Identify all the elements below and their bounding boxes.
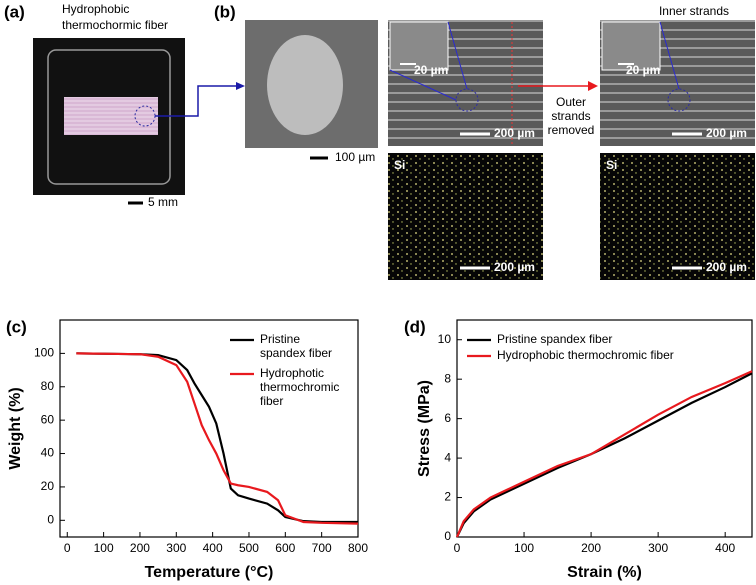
legend-label: Hydrophotic thermochromic fiber xyxy=(260,366,339,408)
x-tick-label: 100 xyxy=(94,541,114,555)
plot-frame xyxy=(59,319,359,538)
y-tick-label: 4 xyxy=(444,450,451,464)
series-line xyxy=(455,370,753,538)
eds-map xyxy=(388,153,543,280)
arrow-text: Outer xyxy=(556,95,586,109)
panel-label: (a) xyxy=(4,2,25,21)
arrow-head xyxy=(236,82,245,90)
y-tick-label: 100 xyxy=(34,346,54,360)
x-tick-label: 500 xyxy=(239,541,259,555)
inset xyxy=(601,21,661,71)
y-tick-label: 0 xyxy=(444,529,451,543)
caption: Hydrophobic xyxy=(62,2,129,16)
zoom-line xyxy=(659,21,680,90)
legend-label: Pristine spandex fiber xyxy=(497,332,612,346)
x-tick-label: 300 xyxy=(166,541,186,555)
scale-text: 200 µm xyxy=(494,260,535,274)
series-line xyxy=(76,352,358,524)
legend-label: Hydrophobic thermochromic fiber xyxy=(497,348,674,362)
x-tick-label: 700 xyxy=(312,541,332,555)
series-line xyxy=(76,352,359,525)
scale-text: 5 mm xyxy=(148,195,178,209)
caption: Inner strands xyxy=(659,4,729,18)
x-tick-label: 400 xyxy=(715,541,735,555)
zoom-line xyxy=(389,69,457,101)
bundle xyxy=(267,35,343,135)
legend-label: Pristine spandex fiber xyxy=(260,332,332,360)
y-tick-label: 60 xyxy=(41,412,55,426)
eds-label: Si xyxy=(394,158,405,172)
x-tick-label: 0 xyxy=(64,541,71,555)
x-tick-label: 400 xyxy=(203,541,223,555)
arrow-head xyxy=(588,81,598,91)
scale-text: 100 µm xyxy=(335,150,375,164)
y-tick-label: 6 xyxy=(444,411,451,425)
y-tick-label: 40 xyxy=(41,446,55,460)
panel-label: (d) xyxy=(404,317,426,336)
scale-text: 200 µm xyxy=(706,126,747,140)
x-tick-label: 200 xyxy=(130,541,150,555)
plot-frame xyxy=(456,319,753,538)
x-tick-label: 0 xyxy=(454,541,461,555)
scale-text: 200 µm xyxy=(706,260,747,274)
panel-label: (c) xyxy=(6,317,27,336)
arrow xyxy=(155,85,240,117)
y-tick-label: 80 xyxy=(41,379,55,393)
y-tick-label: 0 xyxy=(47,512,54,526)
eds-label: Si xyxy=(606,158,617,172)
x-tick-label: 200 xyxy=(581,541,601,555)
series-line xyxy=(456,372,753,538)
panel-label: (b) xyxy=(214,2,236,21)
inset xyxy=(389,21,449,71)
frame xyxy=(47,49,171,185)
scale-text: 200 µm xyxy=(494,126,535,140)
y-tick-label: 10 xyxy=(438,332,452,346)
y-tick-label: 8 xyxy=(444,371,451,385)
x-tick-label: 300 xyxy=(648,541,668,555)
eds-map xyxy=(600,153,755,280)
circle xyxy=(667,88,691,112)
y-tick-label: 2 xyxy=(444,490,451,504)
fiber xyxy=(64,97,158,135)
x-tick-label: 800 xyxy=(348,541,368,555)
x-axis-label: Strain (%) xyxy=(567,564,642,581)
y-axis-label: Weight (%) xyxy=(7,387,24,469)
x-tick-label: 100 xyxy=(514,541,534,555)
scale-text: 20 µm xyxy=(414,63,448,77)
circle xyxy=(455,88,479,112)
scale-text: 20 µm xyxy=(626,63,660,77)
caption: thermochormic fiber xyxy=(62,18,168,32)
x-axis-label: Temperature (°C) xyxy=(145,564,274,581)
y-axis-label: Stress (MPa) xyxy=(416,380,433,477)
x-tick-label: 600 xyxy=(275,541,295,555)
arrow-text: removed xyxy=(548,123,595,137)
arrow-text: strands xyxy=(551,109,590,123)
y-tick-label: 20 xyxy=(41,479,55,493)
zoom-line xyxy=(447,21,468,90)
